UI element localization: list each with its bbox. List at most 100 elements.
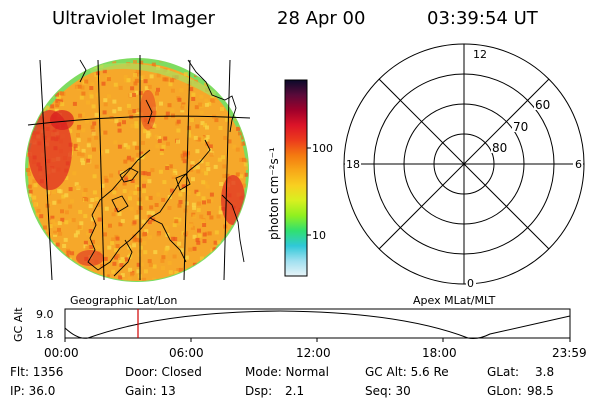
emission-pixel: [32, 179, 37, 184]
emission-pixel: [215, 261, 220, 266]
emission-pixel: [112, 261, 117, 266]
emission-pixel: [173, 237, 178, 241]
emission-pixel: [133, 60, 137, 65]
emission-pixel: [241, 76, 246, 81]
emission-pixel: [112, 109, 117, 114]
emission-pixel: [245, 226, 248, 231]
emission-pixel: [46, 74, 51, 79]
emission-pixel: [182, 159, 187, 164]
emission-pixel: [149, 205, 154, 210]
emission-pixel: [34, 66, 39, 70]
emission-pixel: [202, 223, 207, 227]
emission-pixel: [178, 267, 183, 272]
emission-pixel: [119, 170, 124, 175]
emission-pixel: [233, 277, 238, 281]
emission-pixel: [211, 99, 216, 103]
emission-pixel: [197, 137, 202, 142]
emission-pixel: [31, 106, 36, 110]
emission-pixel: [49, 61, 54, 66]
emission-pixel: [64, 258, 68, 263]
emission-pixel: [132, 237, 137, 242]
emission-pixel: [74, 182, 79, 187]
emission-pixel: [88, 91, 93, 96]
emission-pixel: [102, 224, 107, 229]
emission-pixel: [190, 161, 195, 166]
emission-pixel: [79, 95, 84, 100]
emission-pixel: [188, 247, 193, 252]
emission-pixel: [136, 108, 141, 113]
emission-pixel: [195, 63, 200, 68]
emission-pixel: [150, 211, 155, 216]
emission-pixel: [105, 149, 110, 154]
emission-pixel: [158, 169, 163, 174]
emission-pixel: [26, 168, 30, 173]
emission-pixel: [134, 215, 139, 220]
emission-pixel: [209, 198, 214, 203]
emission-pixel: [94, 276, 99, 280]
emission-pixel: [208, 281, 212, 285]
emission-pixel: [44, 71, 49, 76]
emission-pixel: [195, 237, 200, 242]
emission-pixel: [55, 103, 60, 108]
emission-pixel: [94, 112, 99, 117]
emission-pixel: [62, 244, 67, 248]
status-dsp-value: 2.1: [285, 384, 305, 398]
emission-pixel: [247, 91, 248, 96]
emission-pixel: [35, 212, 40, 217]
emission-pixel: [193, 63, 198, 68]
emission-pixel: [184, 201, 189, 206]
emission-pixel: [222, 272, 227, 277]
emission-pixel: [241, 267, 245, 272]
uv-image-disc: [25, 55, 251, 285]
emission-pixel: [57, 188, 62, 193]
emission-pixel: [126, 78, 131, 83]
mlt-label-left: 18: [346, 158, 360, 171]
emission-pixel: [147, 235, 152, 240]
status-flight: Flt: 1356: [10, 365, 64, 379]
emission-pixel: [136, 210, 141, 214]
emission-pixel: [223, 135, 228, 140]
emission-pixel: [214, 230, 219, 235]
emission-pixel: [206, 211, 211, 216]
emission-pixel: [186, 130, 191, 135]
emission-pixel: [181, 188, 186, 192]
emission-pixel: [202, 232, 207, 237]
emission-pixel: [227, 139, 232, 144]
emission-pixel: [209, 152, 214, 157]
emission-pixel: [176, 139, 180, 144]
emission-pixel: [145, 134, 150, 139]
emission-pixel: [154, 134, 159, 139]
emission-pixel: [202, 200, 206, 205]
emission-pixel: [196, 208, 201, 213]
emission-pixel: [115, 253, 120, 258]
emission-pixel: [219, 255, 223, 260]
emission-pixel: [106, 77, 111, 82]
emission-pixel: [36, 72, 41, 77]
emission-pixel: [244, 205, 248, 210]
emission-pixel: [190, 134, 194, 139]
emission-pixel: [95, 245, 100, 250]
emission-pixel: [196, 240, 201, 245]
emission-pixel: [73, 233, 78, 238]
emission-pixel: [219, 182, 224, 186]
emission-pixel: [218, 257, 223, 262]
emission-pixel: [64, 176, 69, 180]
emission-pixel: [81, 148, 86, 153]
emission-pixel: [174, 275, 179, 280]
emission-pixel: [66, 76, 70, 81]
emission-pixel: [147, 259, 152, 264]
emission-pixel: [200, 264, 205, 269]
emission-pixel: [193, 266, 198, 271]
emission-pixel: [41, 108, 46, 113]
emission-pixel: [187, 125, 192, 130]
emission-pixel: [180, 153, 185, 158]
emission-pixel: [32, 202, 37, 207]
emission-pixel: [178, 200, 183, 204]
emission-pixel: [246, 249, 248, 254]
emission-pixel: [118, 275, 123, 280]
emission-pixel: [157, 136, 161, 140]
emission-pixel: [102, 110, 107, 115]
emission-pixel: [145, 196, 150, 201]
lat-label-60: 60: [535, 98, 550, 112]
emission-pixel: [214, 65, 219, 69]
